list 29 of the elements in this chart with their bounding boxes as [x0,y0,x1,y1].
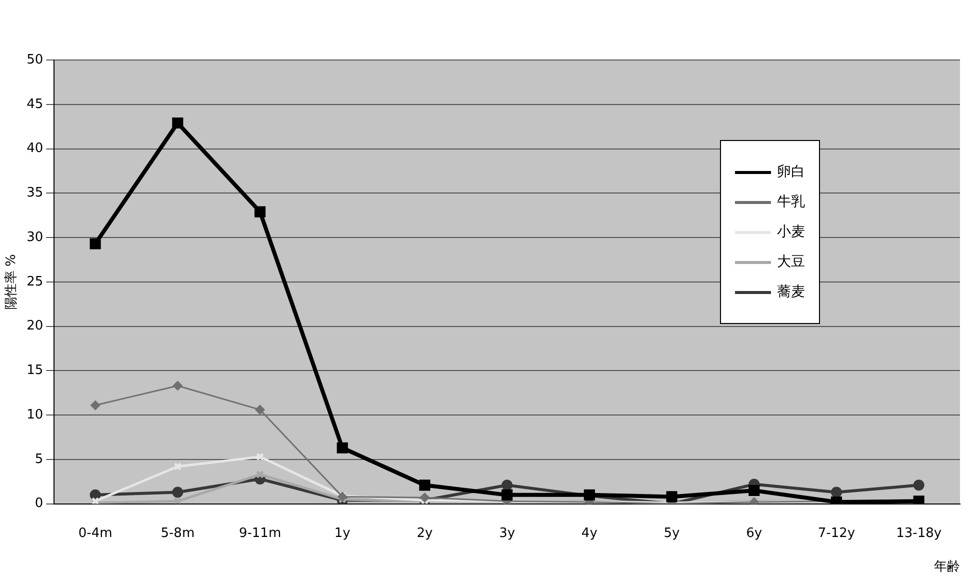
x-tick-label: 5-8m [160,526,195,541]
legend-label: 牛乳 [777,193,805,211]
legend-label: 蕎麦 [777,283,805,301]
y-tick-label: 5 [34,452,44,467]
y-axis-title: 陽性率 % [3,254,20,310]
y-tick-label: 20 [26,318,44,334]
y-tick-label: 45 [26,96,44,112]
x-tick-label: 4y [581,526,598,541]
y-tick-label: 35 [26,186,44,201]
x-tick-label: 5y [664,526,680,541]
y-tick-label: 30 [26,230,44,245]
y-tick-label: 15 [26,363,44,378]
x-tick-label: 9-11m [238,526,282,541]
x-tick-label: 1y [334,526,351,541]
x-tick-label: 6y [746,526,762,541]
x-tick-label: 2y [416,526,434,541]
y-tick-label: 40 [26,141,44,156]
x-tick-label: 7-12y [818,526,856,541]
y-tick-label: 25 [26,274,44,290]
x-tick-label: 0-4m [78,526,112,541]
x-tick-label: 13-18y [896,526,942,541]
legend-label: 大豆 [777,253,805,271]
legend-label: 卵白 [777,163,805,181]
y-tick-label: 50 [26,52,44,68]
x-axis-title: 年齢 [934,560,960,575]
y-tick-label: 0 [34,496,44,512]
x-tick-label: 3y [499,526,516,541]
legend-label: 小麦 [777,223,805,241]
y-tick-label: 10 [26,407,44,422]
